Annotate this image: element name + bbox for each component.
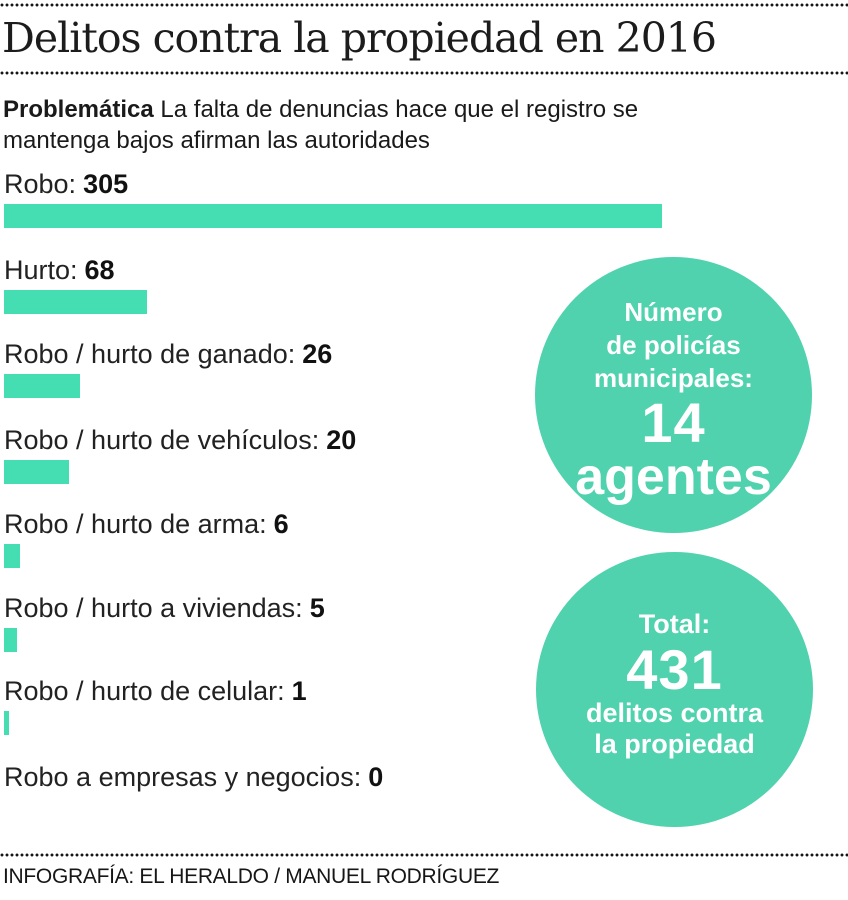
total-circle-line-1: delitos contra	[585, 698, 764, 728]
bar	[4, 460, 69, 484]
police-circle-line-2: de policías	[606, 330, 741, 360]
bar	[4, 711, 9, 735]
footer-dotted-rule	[0, 853, 848, 857]
bar-category: Robo:	[4, 169, 77, 199]
bar-row-celular: Robo / hurto de celular: 1	[4, 677, 307, 735]
police-count-word: agentes	[575, 448, 772, 506]
bar-label: Robo: 305	[4, 170, 662, 199]
bar-label: Hurto: 68	[4, 256, 147, 285]
subtitle-line-2: mantenga bajos afirman las autoridades	[3, 127, 430, 154]
bar-value: 0	[368, 762, 384, 792]
bar-label: Robo a empresas y negocios: 0	[4, 763, 383, 792]
bar	[4, 544, 20, 568]
bar-category: Robo / hurto de vehículos:	[4, 425, 320, 455]
total-circle-heading: Total:	[638, 609, 711, 639]
bar-value: 305	[83, 169, 129, 199]
bar	[4, 628, 17, 652]
bar	[4, 290, 147, 314]
bar-value: 1	[291, 676, 307, 706]
page-title: Delitos contra la propiedad en 2016	[2, 14, 717, 62]
bar-category: Robo / hurto de arma:	[4, 509, 267, 539]
total-crimes-circle: Total: 431 delitos contra la propiedad	[536, 552, 813, 827]
title-dotted-rule	[0, 71, 848, 75]
bar-category: Robo / hurto a viviendas:	[4, 593, 303, 623]
top-dotted-rule	[0, 3, 848, 7]
police-circle-line-1: Número	[624, 297, 723, 327]
bar-row-vehiculos: Robo / hurto de vehículos: 20	[4, 426, 356, 484]
bar-row-empresas: Robo a empresas y negocios: 0	[4, 763, 383, 821]
bar-value: 68	[84, 255, 115, 285]
bar-label: Robo / hurto de vehículos: 20	[4, 426, 356, 455]
bar-label: Robo / hurto de ganado: 26	[4, 340, 332, 369]
subtitle-lead: Problemática	[3, 96, 154, 123]
police-circle-line-3: municipales:	[594, 363, 753, 393]
bar-value: 20	[326, 425, 357, 455]
subtitle-line-1: Problemática La falta de denuncias hace …	[3, 94, 638, 125]
bar-value: 5	[309, 593, 325, 623]
bar-row-viviendas: Robo / hurto a viviendas: 5	[4, 594, 325, 652]
bar-row-hurto: Hurto: 68	[4, 256, 147, 314]
subtitle-rest: La falta de denuncias hace que el regist…	[160, 96, 639, 123]
bar-row-robo: Robo: 305	[4, 170, 662, 228]
bar-category: Hurto:	[4, 255, 78, 285]
bar-value: 6	[273, 509, 289, 539]
bar	[4, 374, 80, 398]
bar-label: Robo / hurto de arma: 6	[4, 510, 289, 539]
bar-row-arma: Robo / hurto de arma: 6	[4, 510, 289, 568]
infographic-credit: INFOGRAFÍA: EL HERALDO / MANUEL RODRÍGUE…	[3, 865, 500, 888]
bar-label: Robo / hurto de celular: 1	[4, 677, 307, 706]
bar-category: Robo / hurto de celular:	[4, 676, 285, 706]
bar	[4, 204, 662, 228]
bar-category: Robo a empresas y negocios:	[4, 762, 362, 792]
bar-label: Robo / hurto a viviendas: 5	[4, 594, 325, 623]
bar-value: 26	[302, 339, 333, 369]
bar-category: Robo / hurto de ganado:	[4, 339, 296, 369]
police-count-circle: Número de policías municipales: 14 agent…	[535, 257, 812, 533]
subtitle: Problemática La falta de denuncias hace …	[3, 94, 638, 156]
total-crimes-number: 431	[626, 638, 723, 701]
total-circle-line-2: la propiedad	[594, 729, 755, 759]
police-count-number: 14	[641, 391, 706, 454]
bar-row-ganado: Robo / hurto de ganado: 26	[4, 340, 332, 398]
